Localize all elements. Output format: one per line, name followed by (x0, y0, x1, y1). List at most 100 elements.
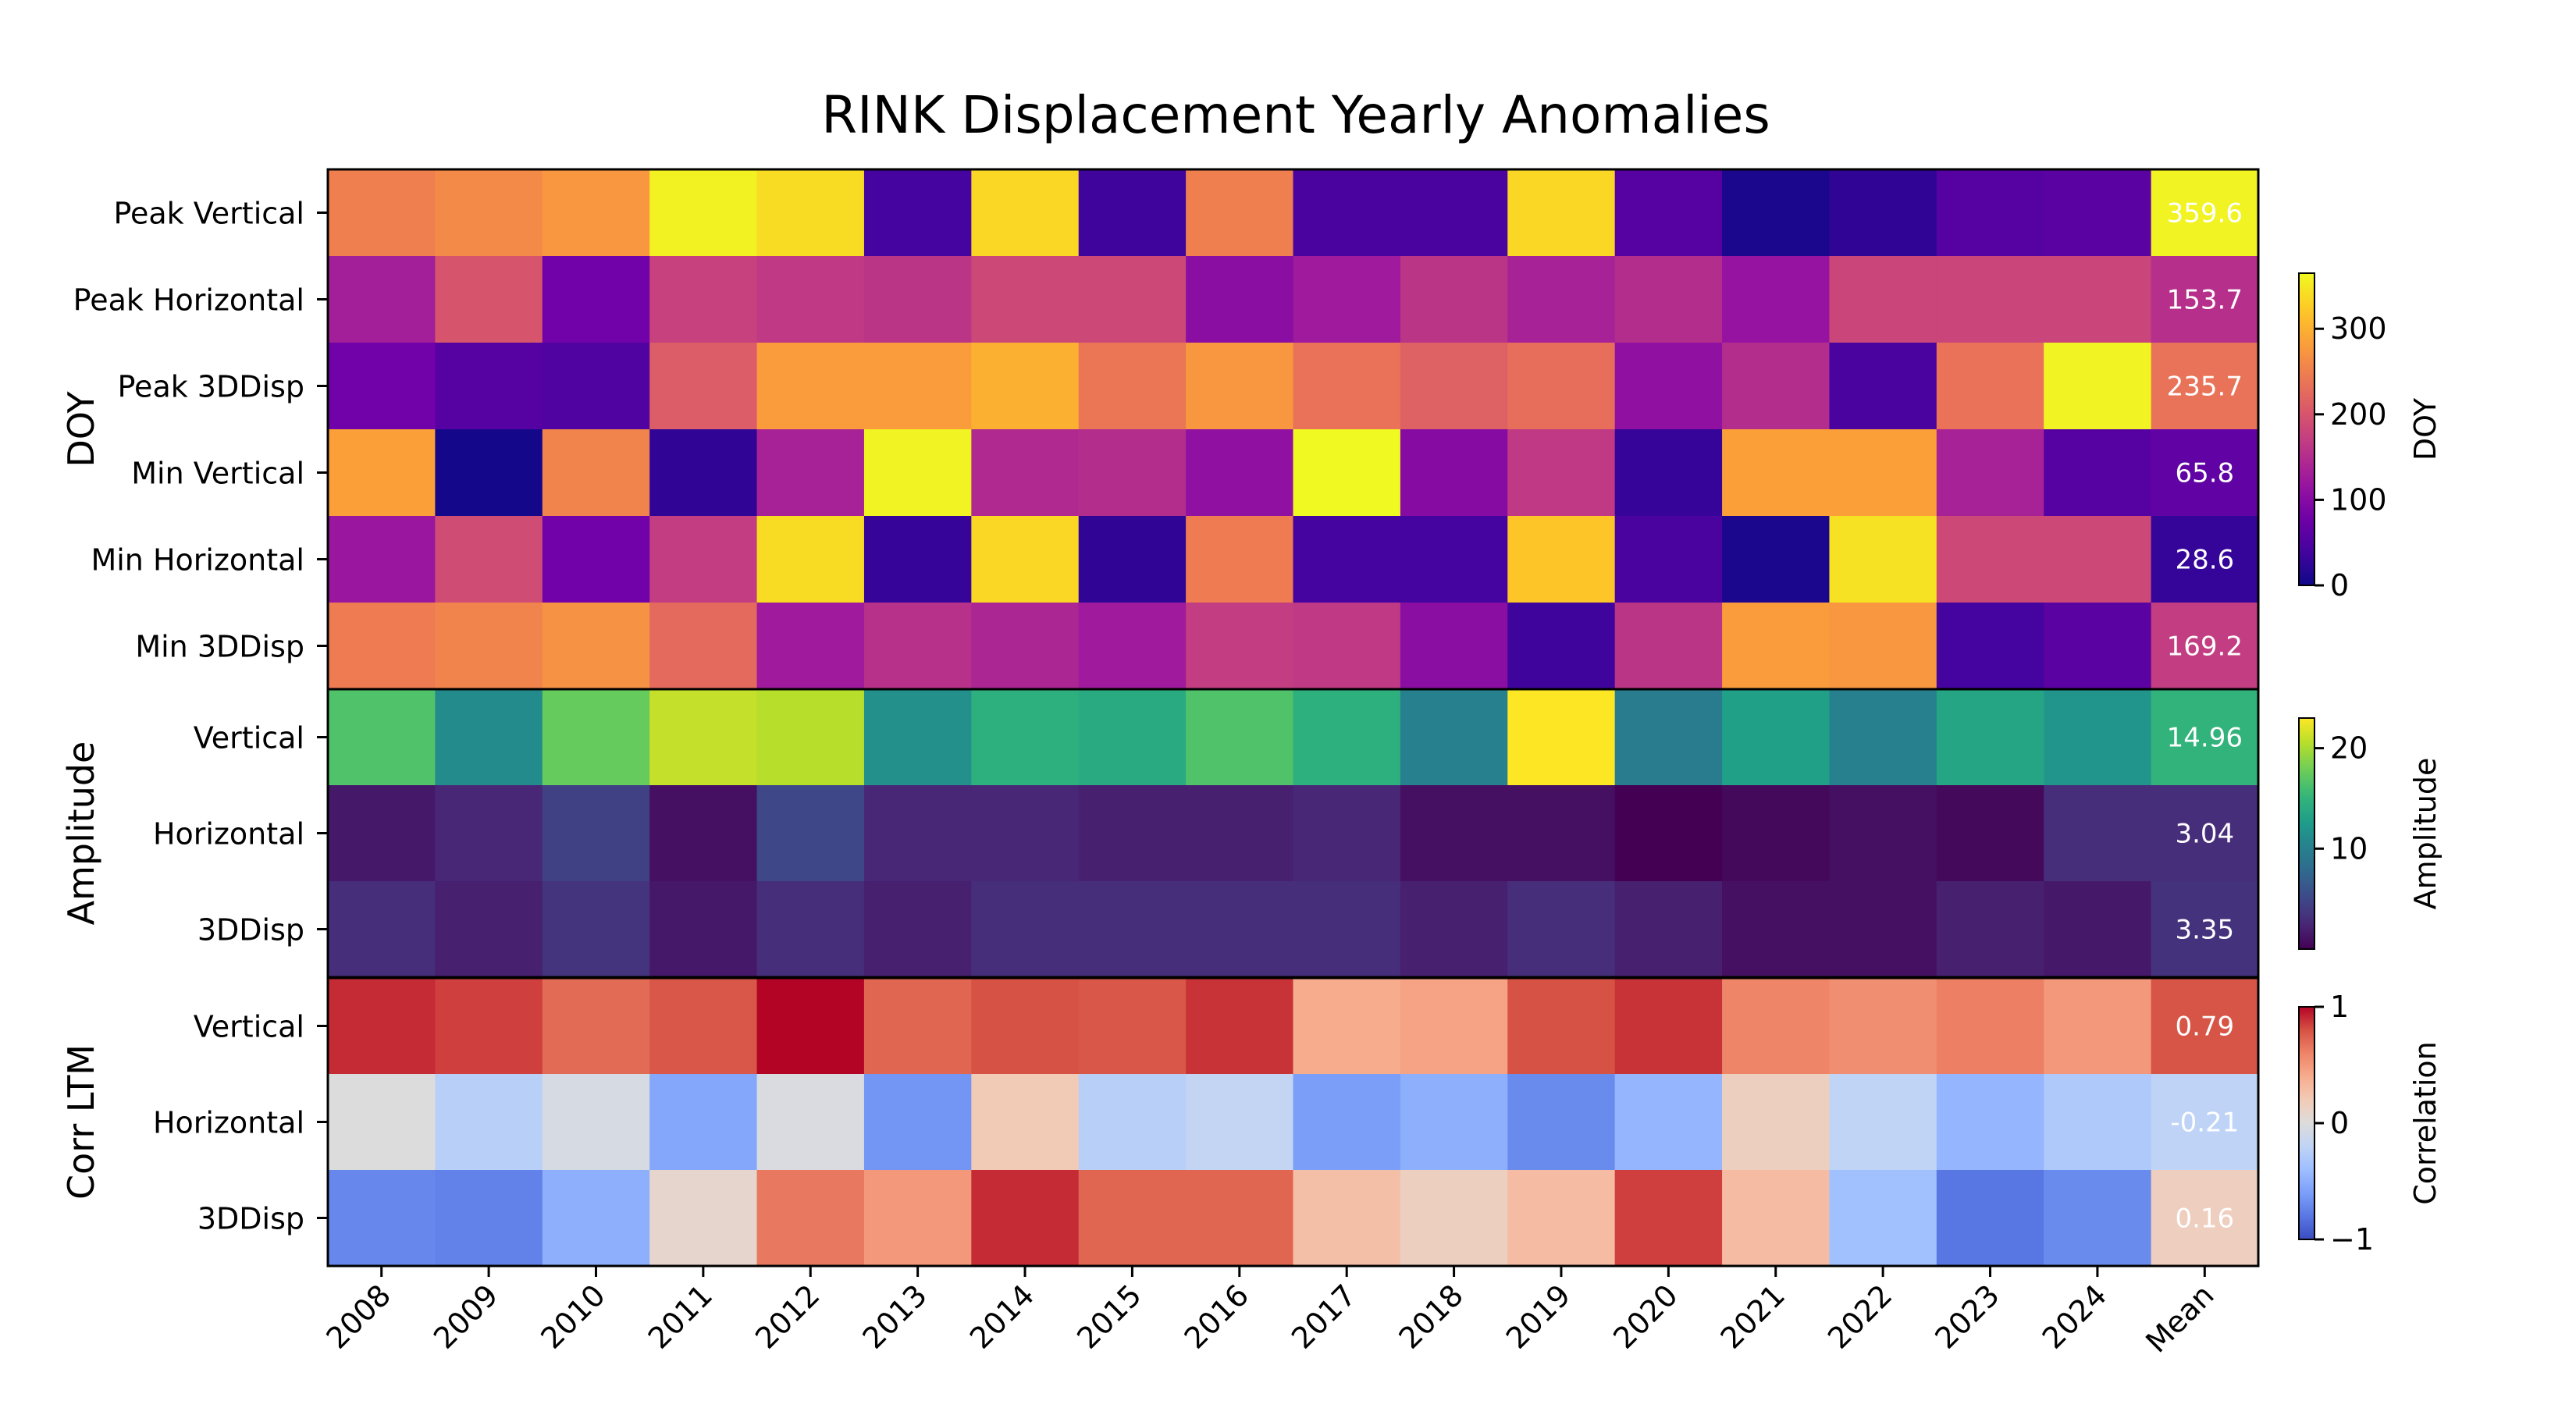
heatmap-cell (1936, 429, 2044, 517)
heatmap-cell (435, 256, 543, 343)
heatmap-cell (1614, 343, 1723, 430)
heatmap-cell (328, 1170, 436, 1267)
heatmap-cell (1293, 256, 1401, 343)
heatmap-cell (2151, 429, 2259, 517)
row-label: Peak Horizontal (73, 283, 304, 318)
heatmap-cell (1293, 429, 1401, 517)
heatmap-cell (756, 881, 865, 978)
heatmap-cell (756, 256, 865, 343)
heatmap-cell (1829, 785, 1937, 882)
heatmap-cell (863, 343, 972, 430)
heatmap-cell (1829, 343, 1937, 430)
heatmap-cell (649, 169, 758, 257)
row-label: Min Horizontal (91, 543, 304, 578)
heatmap-cell (2151, 603, 2259, 690)
heatmap-cell (328, 881, 436, 978)
heatmap-cell (971, 785, 1080, 882)
heatmap-cell (863, 256, 972, 343)
heatmap-cell (756, 1170, 865, 1267)
heatmap-cell (1293, 978, 1401, 1075)
heatmap-cell (1722, 516, 1831, 603)
heatmap-cell (1293, 1170, 1401, 1267)
heatmap-cell (1507, 1074, 1616, 1171)
column-label: 2018 (1392, 1278, 1470, 1356)
heatmap-cell (542, 516, 650, 603)
heatmap-cell (328, 689, 436, 786)
group-label-amplitude: Amplitude (60, 741, 102, 926)
heatmap-cell (435, 881, 543, 978)
mean-value-label: 28.6 (2175, 545, 2234, 576)
heatmap-cell (1829, 1074, 1937, 1171)
heatmap-cell (2151, 689, 2259, 786)
heatmap-cell (649, 881, 758, 978)
chart-title: RINK Displacement Yearly Anomalies (821, 85, 1770, 145)
heatmap-cell (1186, 978, 1294, 1075)
heatmap-cell (1829, 978, 1937, 1075)
heatmap-cell (1507, 603, 1616, 690)
heatmap-cell (328, 978, 436, 1075)
mean-value-label: -0.21 (2170, 1108, 2239, 1139)
heatmap-cell (756, 343, 865, 430)
heatmap-cell (328, 343, 436, 430)
heatmap-cell (2044, 343, 2152, 430)
heatmap-cell (2151, 256, 2259, 343)
column-label: 2019 (1500, 1278, 1578, 1356)
heatmap-cell (542, 429, 650, 517)
heatmap-cell (2044, 603, 2152, 690)
column-label: 2012 (749, 1278, 827, 1356)
heatmap-cell (971, 1170, 1080, 1267)
group-label-corr-ltm: Corr LTM (60, 1044, 102, 1200)
heatmap-cell (649, 429, 758, 517)
heatmap-cell (542, 603, 650, 690)
heatmap-cell (1078, 429, 1187, 517)
heatmap-cell (1829, 1170, 1937, 1267)
group-label-doy: DOY (60, 390, 102, 467)
heatmap-cell (971, 169, 1080, 257)
heatmap-cell (971, 603, 1080, 690)
heatmap-cell (863, 785, 972, 882)
heatmap-cell (1293, 881, 1401, 978)
mean-value-label: 0.16 (2175, 1204, 2234, 1235)
heatmap-cell (649, 1074, 758, 1171)
heatmap-cell (756, 429, 865, 517)
heatmap-cell (542, 1074, 650, 1171)
heatmap-cell (1293, 343, 1401, 430)
heatmap-cell (1507, 1170, 1616, 1267)
heatmap-cell (2151, 1170, 2259, 1267)
heatmap-cell (1507, 881, 1616, 978)
heatmap-cell (1293, 603, 1401, 690)
heatmap-cell (971, 978, 1080, 1075)
heatmap-cell (1722, 429, 1831, 517)
heatmap-cell (1507, 343, 1616, 430)
heatmap-cell (756, 785, 865, 882)
mean-value-label: 153.7 (2167, 285, 2243, 316)
heatmap-cell (1186, 343, 1294, 430)
heatmap-cell (1293, 169, 1401, 257)
heatmap-cell (2151, 881, 2259, 978)
heatmap-cell (756, 1074, 865, 1171)
heatmap-cell (1507, 516, 1616, 603)
heatmap-cell (863, 603, 972, 690)
heatmap-cell (542, 256, 650, 343)
heatmap-cell (1936, 256, 2044, 343)
heatmap-cell (863, 1074, 972, 1171)
row-label: Peak Vertical (113, 197, 304, 231)
heatmap-cell (1293, 516, 1401, 603)
heatmap-cell (1829, 881, 1937, 978)
heatmap-cell (1078, 881, 1187, 978)
heatmap-cell (971, 343, 1080, 430)
heatmap-cell (1722, 1170, 1831, 1267)
heatmap-cell (435, 1074, 543, 1171)
heatmap-cell (756, 516, 865, 603)
colorbar-tick-label: 0 (2330, 1106, 2349, 1140)
heatmap-cell (2044, 689, 2152, 786)
heatmap-cell (328, 429, 436, 517)
heatmap-cell (2151, 978, 2259, 1075)
heatmap-cell (649, 689, 758, 786)
heatmap-cell (1400, 603, 1508, 690)
heatmap-cell (1293, 689, 1401, 786)
mean-value-label: 14.96 (2167, 723, 2243, 754)
heatmap-cell (1936, 516, 2044, 603)
mean-value-label: 235.7 (2167, 372, 2243, 403)
